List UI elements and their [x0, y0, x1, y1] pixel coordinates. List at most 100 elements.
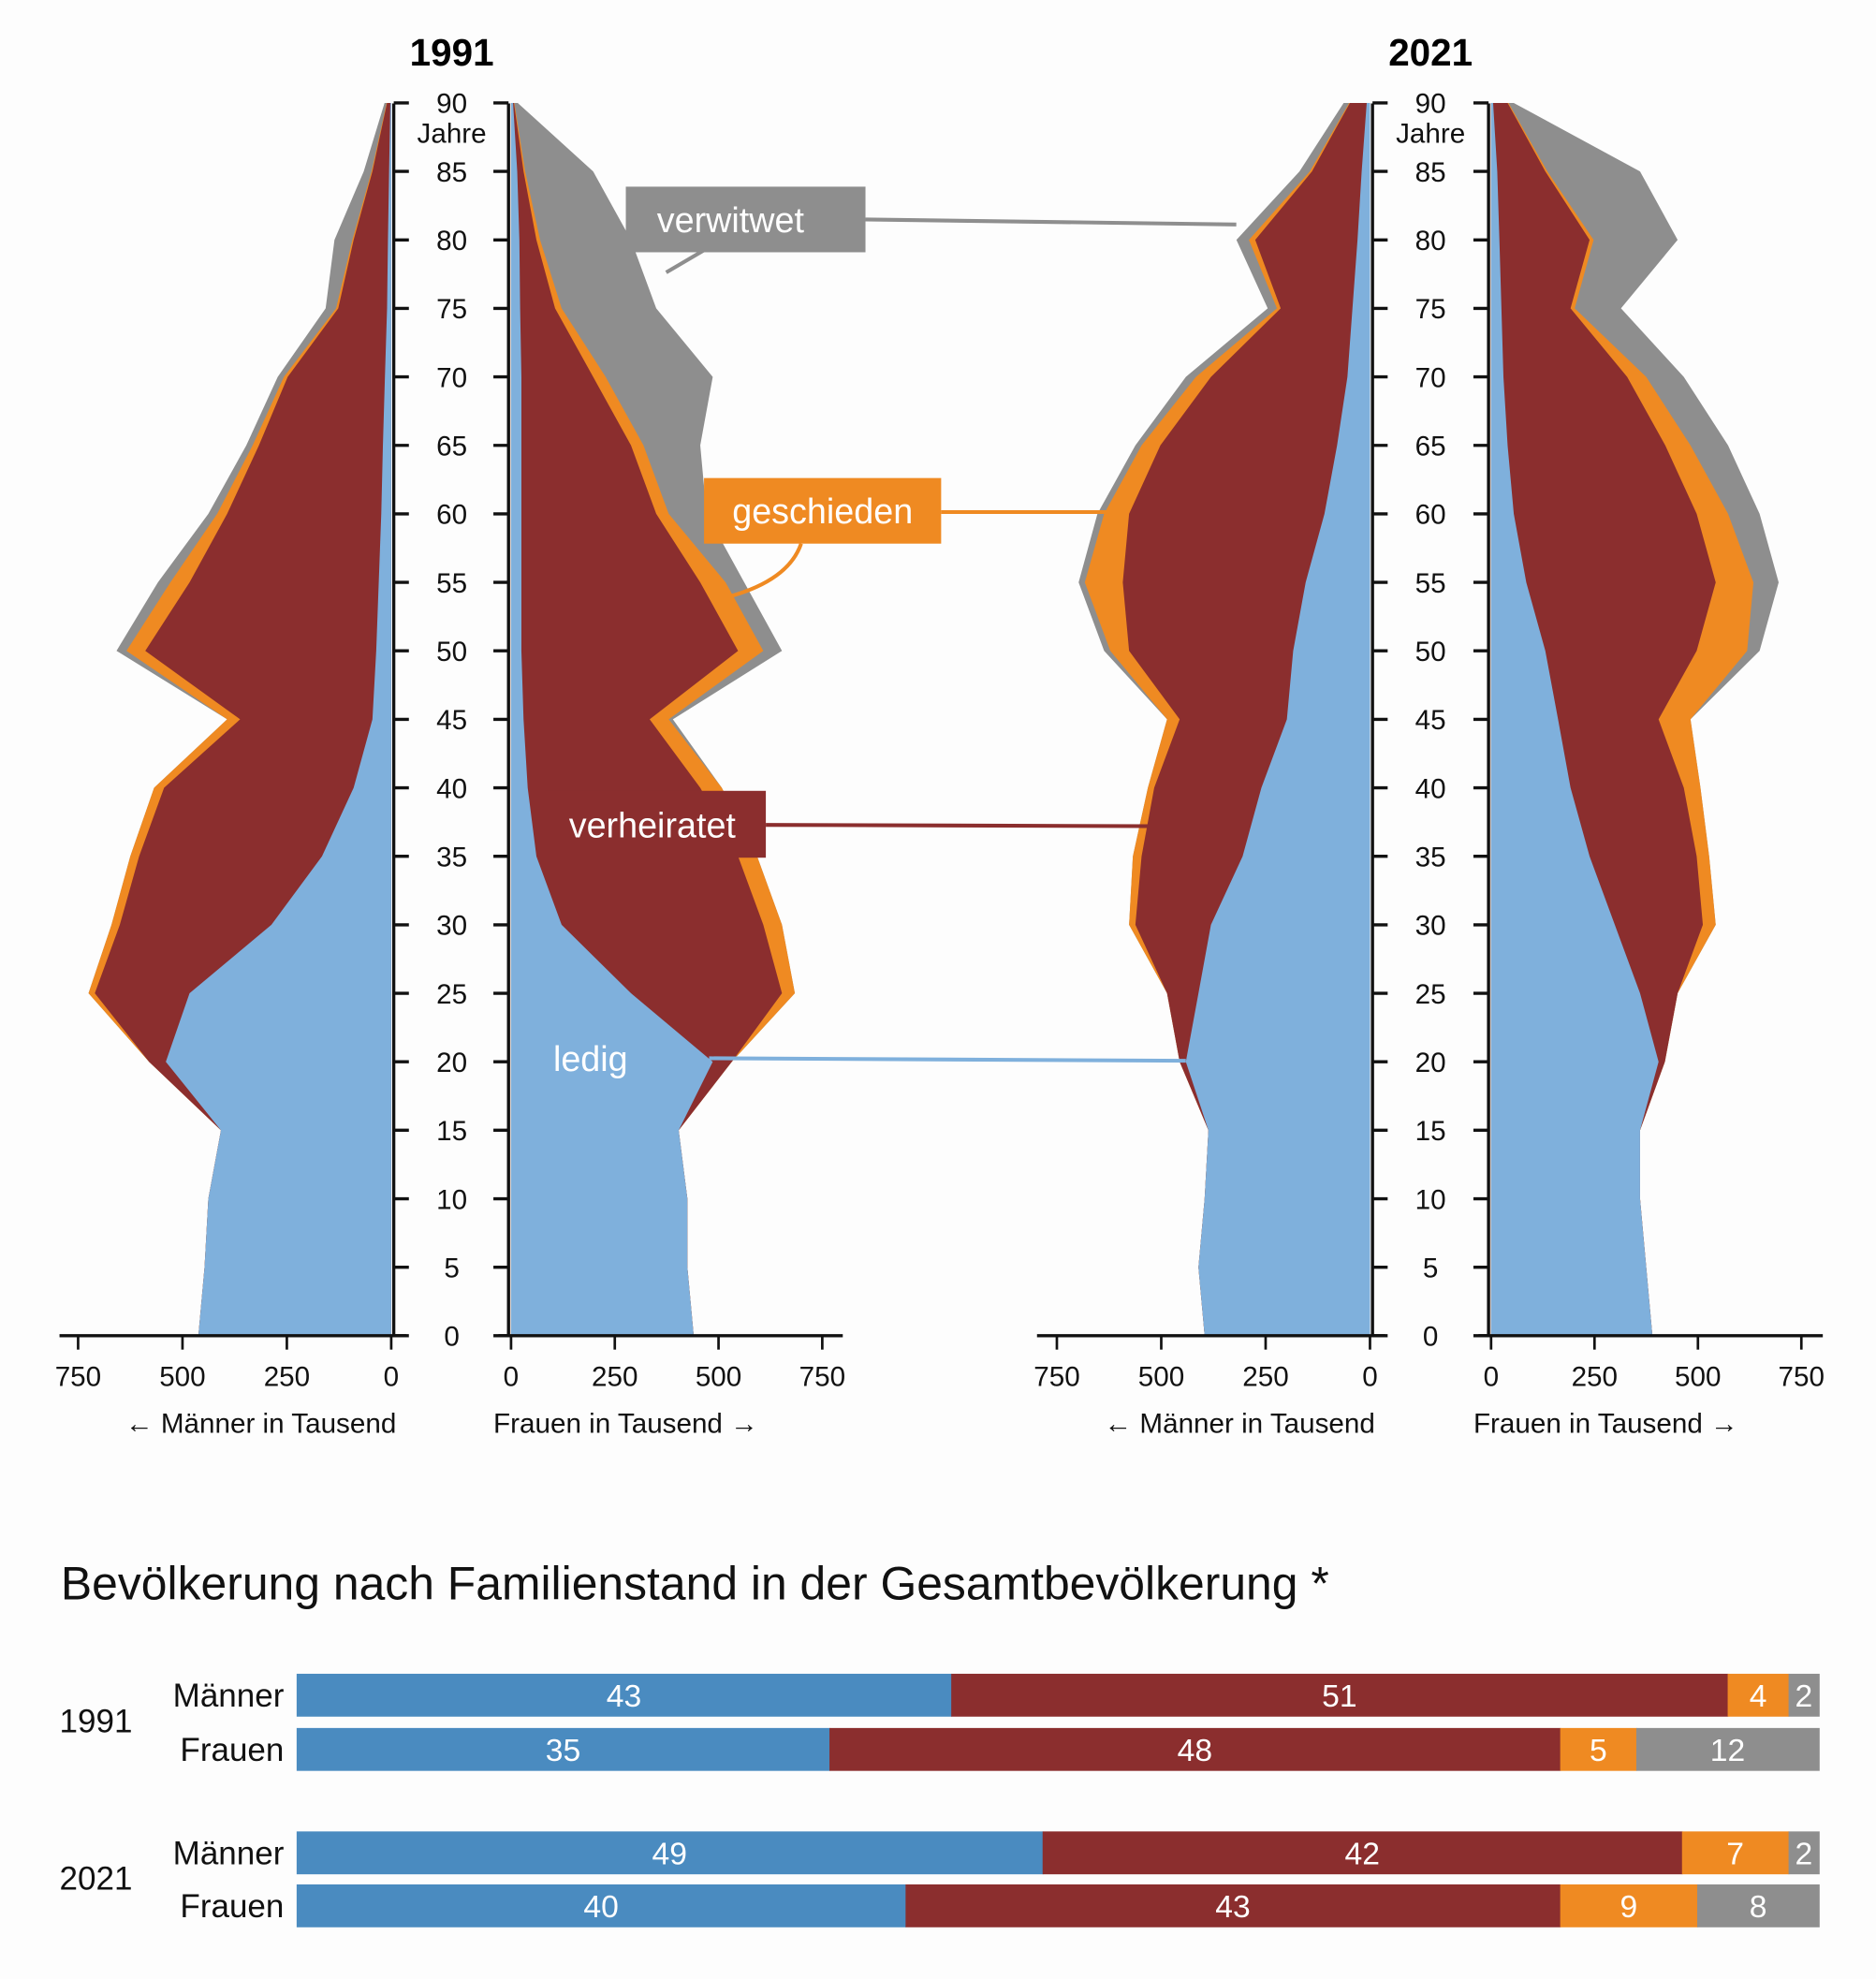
age-tick-label: 80 [436, 226, 467, 257]
x-axis-title: ← Männer in Tausend [125, 1409, 396, 1440]
age-tick-label: 20 [1415, 1048, 1446, 1078]
callout-geschieden: geschieden [704, 477, 1110, 599]
year-title-2021: 2021 [1388, 31, 1473, 74]
age-tick-label: 25 [1415, 979, 1446, 1010]
age-tick-label: 75 [1415, 294, 1446, 325]
age-tick-label: 55 [1415, 568, 1446, 599]
bar-segment-geschieden [1560, 1884, 1698, 1928]
x-axis-title: ← Männer in Tausend [1105, 1409, 1375, 1440]
age-tick-label: 35 [1415, 842, 1446, 872]
bar-segment-geschieden [1560, 1727, 1637, 1771]
bar-value-label: 7 [1726, 1837, 1744, 1871]
bar-row-label: Frauen [180, 1888, 284, 1925]
x-tick-label: 250 [1572, 1362, 1618, 1393]
age-tick-label: 60 [436, 500, 467, 531]
age-tick-label: 5 [1423, 1253, 1438, 1283]
bar-value-label: 42 [1345, 1837, 1380, 1871]
pyramid-2021-right [1490, 102, 1780, 1336]
age-unit-label: Jahre [1396, 118, 1465, 149]
area-ledig [1490, 102, 1659, 1336]
bar-value-label: 40 [583, 1890, 618, 1925]
age-tick-label: 65 [1415, 432, 1446, 462]
x-tick-label: 500 [159, 1362, 205, 1393]
pyramid-2021-left [1078, 102, 1370, 1336]
age-tick-label: 50 [436, 637, 467, 667]
area-ledig [1185, 102, 1370, 1336]
bar-value-label: 2 [1795, 1679, 1812, 1714]
age-tick-label: 20 [436, 1048, 467, 1078]
bar-value-label: 4 [1750, 1679, 1767, 1714]
bar-segment-verwitwet [1788, 1831, 1820, 1875]
bar-value-label: 8 [1750, 1890, 1767, 1925]
age-tick-label: 30 [1415, 911, 1446, 942]
age-tick-label: 55 [436, 568, 467, 599]
age-tick-label: 70 [1415, 362, 1446, 393]
x-tick-label: 0 [384, 1362, 399, 1393]
label-verwitwet: verwitwet [657, 200, 805, 240]
bar-group-2021: 2021 Männer 49 42 7 2 Frauen 40 43 9 8 [60, 1831, 1820, 1928]
bar-segment-verwitwet [1697, 1884, 1820, 1928]
bar-value-label: 51 [1322, 1679, 1356, 1714]
bar-value-label: 43 [607, 1679, 641, 1714]
bar-segment-ledig [296, 1884, 907, 1928]
x-tick-label: 0 [504, 1362, 519, 1393]
age-tick-label: 5 [444, 1253, 459, 1283]
age-tick-label: 90 [436, 89, 467, 120]
bar-segment-verwitwet [1635, 1727, 1820, 1771]
age-tick-label: 25 [436, 979, 467, 1010]
bar-group-1991: 1991 Männer 43 51 4 2 Frauen 35 48 5 12 [60, 1673, 1820, 1771]
x-tick-label: 500 [1675, 1362, 1721, 1393]
age-tick-label: 40 [1415, 773, 1446, 804]
bar-segment-verheiratet [829, 1727, 1561, 1771]
bar-segment-ledig [296, 1831, 1044, 1875]
x-tick-label: 250 [264, 1362, 310, 1393]
age-tick-label: 45 [1415, 705, 1446, 736]
pyramid-1991-right [510, 102, 796, 1336]
bar-segment-ledig [296, 1673, 952, 1717]
year-title-1991: 1991 [410, 31, 494, 74]
bar-value-label: 35 [546, 1734, 580, 1768]
bar-value-label: 2 [1795, 1837, 1812, 1871]
bar-value-label: 9 [1620, 1890, 1637, 1925]
x-tick-label: 750 [55, 1362, 101, 1393]
bar-value-label: 49 [652, 1837, 687, 1871]
x-tick-label: 750 [1033, 1362, 1079, 1393]
x-axis-title: Frauen in Tausend → [1473, 1409, 1738, 1440]
age-tick-label: 30 [436, 911, 467, 942]
age-tick-label: 45 [436, 705, 467, 736]
bar-segment-verheiratet [1042, 1831, 1683, 1875]
area-ledig [166, 102, 391, 1336]
age-unit-label: Jahre [418, 118, 487, 149]
callout-ledig: ledig [553, 1039, 1186, 1078]
bar-segment-verwitwet [1788, 1673, 1820, 1717]
bar-value-label: 5 [1590, 1734, 1607, 1768]
bar-value-label: 12 [1710, 1734, 1745, 1768]
age-tick-label: 65 [436, 432, 467, 462]
age-tick-label: 10 [436, 1184, 467, 1215]
bar-segment-verheiratet [951, 1673, 1729, 1717]
age-tick-label: 0 [444, 1322, 459, 1353]
bar-row-label: Männer [173, 1678, 285, 1714]
age-tick-label: 90 [1415, 89, 1446, 120]
pyramids [88, 102, 1780, 1336]
age-tick-label: 15 [1415, 1116, 1446, 1147]
bar-row-label: Frauen [180, 1732, 284, 1768]
bar-chart-title: Bevölkerung nach Familienstand in der Ge… [61, 1557, 1329, 1609]
age-tick-label: 40 [436, 773, 467, 804]
bar-value-label: 43 [1215, 1890, 1250, 1925]
age-tick-label: 50 [1415, 637, 1446, 667]
bar-segment-ledig [296, 1727, 830, 1771]
bar-row-label: Männer [173, 1835, 285, 1871]
age-tick-label: 60 [1415, 500, 1446, 531]
bar-value-label: 48 [1178, 1734, 1212, 1768]
bar-segment-geschieden [1727, 1673, 1790, 1717]
age-tick-label: 10 [1415, 1184, 1446, 1215]
age-tick-label: 85 [436, 157, 467, 188]
area-ledig [510, 102, 713, 1336]
callout-verwitwet: verwitwet [625, 186, 1237, 274]
age-tick-label: 85 [1415, 157, 1446, 188]
age-tick-label: 15 [436, 1116, 467, 1147]
x-tick-label: 750 [799, 1362, 845, 1393]
pyramid-1991-left [88, 102, 391, 1336]
x-tick-label: 0 [1484, 1362, 1499, 1393]
